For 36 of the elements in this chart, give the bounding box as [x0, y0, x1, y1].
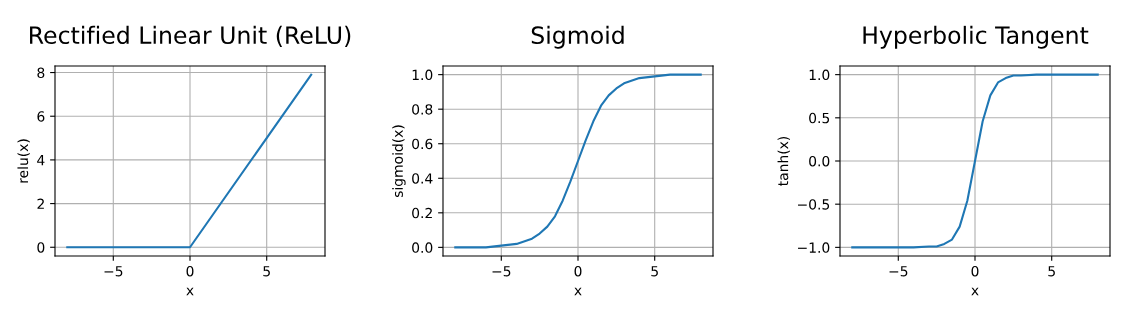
chart-title: Hyperbolic Tangent [863, 25, 1089, 49]
y-tick-label: 0.4 [412, 173, 433, 184]
y-tick-label: 0.2 [412, 207, 432, 219]
y-axis-title: sigmoid(x) [392, 125, 406, 198]
x-tick-label: −5 [889, 266, 908, 277]
x-tick-label: 5 [651, 266, 658, 277]
y-tick-label: 0.8 [412, 104, 433, 115]
x-tick-label: 0 [574, 265, 582, 277]
y-tick-label: 1.0 [809, 69, 830, 81]
chart-title: Rectified Linear Unit (ReLU) [30, 25, 351, 47]
x-tick-label: 5 [1048, 266, 1055, 277]
y-tick-label: −0.5 [798, 199, 830, 210]
x-tick-label: 0 [186, 265, 194, 277]
y-tick-label: 1.0 [412, 69, 433, 81]
x-tick-label: 0 [971, 265, 979, 277]
x-tick-label: 5 [263, 266, 270, 277]
y-axis-title: tanh(x) [777, 136, 790, 186]
line-series [454, 73, 702, 249]
y-tick-label: 0.6 [412, 138, 433, 150]
y-tick-label: 2 [37, 198, 44, 209]
x-tick-label: −5 [104, 266, 123, 277]
x-tick-label: −5 [492, 266, 511, 277]
line-series [851, 73, 1099, 249]
y-tick-label: 0 [37, 242, 45, 253]
y-tick-label: −1.0 [798, 242, 830, 253]
y-tick-label: 4 [37, 155, 45, 166]
x-axis-title: x [971, 287, 979, 296]
chart-title: Sigmoid [531, 25, 624, 49]
y-tick-label: 8 [37, 67, 45, 79]
y-tick-label: 0.0 [809, 155, 830, 167]
y-tick-label: 0.0 [412, 242, 433, 253]
y-axis-title: relu(x) [17, 139, 30, 183]
y-tick-label: 0.5 [809, 112, 830, 124]
x-axis-title: x [574, 287, 582, 296]
y-tick-label: 6 [37, 111, 45, 122]
x-axis-title: x [186, 287, 194, 296]
